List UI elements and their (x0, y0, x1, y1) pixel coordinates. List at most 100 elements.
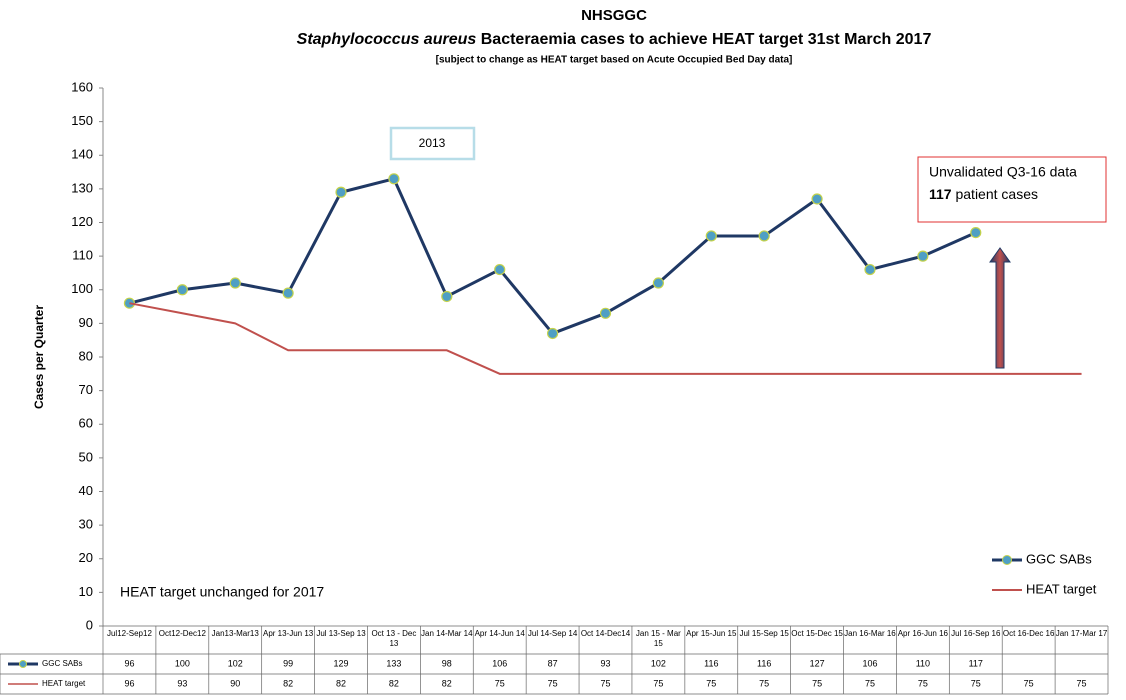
x-tick-label-box: Jul 14-Sep 14 (527, 629, 578, 638)
subtitle-italic: Staphylococcus aureus (297, 31, 477, 48)
x-tick-label-box: Oct 16-Dec 16 (1003, 629, 1055, 638)
table-value: 106 (862, 658, 877, 668)
table-legend-label: GGC SABs (42, 659, 82, 668)
x-tick-label: Jul 16-Sep 16 (951, 629, 1001, 638)
y-tick-label: 10 (79, 584, 93, 599)
table-value: 99 (283, 658, 293, 668)
point-marker (705, 230, 717, 242)
x-tick-label-box: Jul 16-Sep 16 (951, 629, 1001, 638)
table-value: 87 (548, 658, 558, 668)
point-marker (388, 173, 400, 185)
table-value: 93 (177, 678, 187, 688)
callout-line1: Unvalidated Q3-16 data (929, 164, 1077, 180)
subtitle-text: Bacteraemia cases to achieve HEAT target… (481, 31, 932, 48)
y-tick-label: 130 (71, 180, 93, 195)
x-tick-label-box: Oct 14-Dec14 (580, 629, 631, 638)
x-tick-label-box: Oct12-Dec12 (158, 629, 206, 638)
table-value: 75 (812, 678, 822, 688)
point-marker (282, 287, 294, 299)
table-value: 117 (969, 658, 983, 668)
table-value: 96 (124, 658, 134, 668)
legend-marker (1002, 555, 1012, 565)
y-tick-label: 90 (79, 315, 93, 330)
x-tick-label: Oct 15-Dec 15 (791, 629, 843, 638)
table-value: 75 (495, 678, 505, 688)
x-tick-label-box: Jan 14-Mar 14 (421, 629, 473, 638)
table-value: 100 (175, 658, 190, 668)
table-legend-marker (19, 660, 27, 668)
table-value: 106 (492, 658, 507, 668)
x-tick-label: Apr 16-Jun 16 (897, 629, 948, 638)
table-value: 129 (334, 658, 349, 668)
x-tick-label: Apr 15-Jun 15 (686, 629, 737, 638)
x-tick-label: Oct 13 - Dec 13 (371, 629, 417, 648)
table-value: 102 (651, 658, 666, 668)
point-marker (917, 250, 929, 262)
legend-label: GGC SABs (1026, 551, 1092, 566)
y-tick-label: 30 (79, 517, 93, 532)
table-value: 82 (442, 678, 452, 688)
footnote: HEAT target unchanged for 2017 (120, 584, 324, 600)
y-tick-label: 80 (79, 348, 93, 363)
year-box (389, 126, 476, 161)
table-value: 90 (230, 678, 240, 688)
x-tick-label: Apr 14-Jun 14 (474, 629, 525, 638)
y-tick-label: 160 (71, 79, 93, 94)
point-marker (494, 263, 506, 276)
y-tick-label: 100 (71, 281, 93, 296)
x-tick-label: Jul 14-Sep 14 (527, 629, 578, 638)
y-tick-label: 20 (79, 550, 93, 565)
table-value: 82 (336, 678, 346, 688)
point-marker (652, 277, 664, 289)
y-tick-label: 70 (79, 382, 93, 397)
x-tick-label: Jul 15-Sep 15 (739, 629, 789, 638)
point-marker (864, 263, 876, 276)
x-tick-label-box: Apr 15-Jun 15 (686, 629, 737, 638)
table-value: 75 (971, 678, 981, 688)
table-value: 75 (600, 678, 610, 688)
x-tick-label-box: Jul 15-Sep 15 (739, 629, 789, 638)
chart-subtitle: Staphylococcus aureus Bacteraemia cases … (297, 31, 932, 48)
arrow (989, 247, 1011, 369)
table-value: 75 (759, 678, 769, 688)
x-tick-label: Oct 14-Dec14 (580, 629, 631, 638)
y-tick-label: 40 (79, 483, 93, 498)
x-tick-label-box: Oct 15-Dec 15 (791, 629, 843, 638)
point-marker (599, 307, 612, 319)
x-tick-label: Jul 13-Sep 13 (316, 629, 366, 638)
x-tick-label-box: Apr 14-Jun 14 (474, 629, 525, 638)
x-tick-label-box: Apr 13-Jun 13 (262, 629, 314, 638)
y-tick-label: 0 (86, 617, 93, 632)
point-marker (811, 193, 823, 205)
table-legend-label: HEAT target (42, 679, 86, 688)
chart-title: NHSGGC (581, 7, 647, 24)
table-value: 75 (653, 678, 663, 688)
table-value: 82 (283, 678, 293, 688)
x-tick-label-box: Jan 15 - Mar 15 (636, 629, 681, 648)
legend-label: HEAT target (1026, 581, 1097, 596)
x-tick-label: Apr 13-Jun 13 (262, 629, 314, 638)
point-marker (547, 327, 559, 340)
y-tick-label: 60 (79, 416, 93, 431)
table-value: 82 (389, 678, 399, 688)
point-marker (229, 277, 241, 289)
series-line (129, 177, 977, 335)
x-tick-label-box: Jul12-Sep12 (107, 629, 152, 638)
x-tick-label-box: Jan 16-Mar 16 (844, 629, 896, 638)
table-value: 96 (124, 678, 134, 688)
x-tick-label-box: Apr 16-Jun 16 (897, 629, 948, 638)
table-value: 75 (865, 678, 875, 688)
point-marker (176, 284, 188, 296)
x-tick-label: Oct12-Dec12 (158, 629, 206, 638)
callout-line2: 117 patient cases (929, 186, 1038, 202)
y-tick-label: 110 (72, 248, 93, 263)
x-tick-label-box: Jul 13-Sep 13 (316, 629, 366, 638)
table-value: 102 (228, 658, 243, 668)
table-value: 93 (600, 658, 610, 668)
point-marker (970, 226, 982, 239)
callout-number: 117 (929, 186, 952, 202)
x-tick-label: Jan13-Mar13 (211, 629, 259, 638)
y-tick-label: 50 (79, 449, 93, 464)
y-tick-label: 120 (71, 214, 93, 229)
point-marker (441, 290, 453, 303)
